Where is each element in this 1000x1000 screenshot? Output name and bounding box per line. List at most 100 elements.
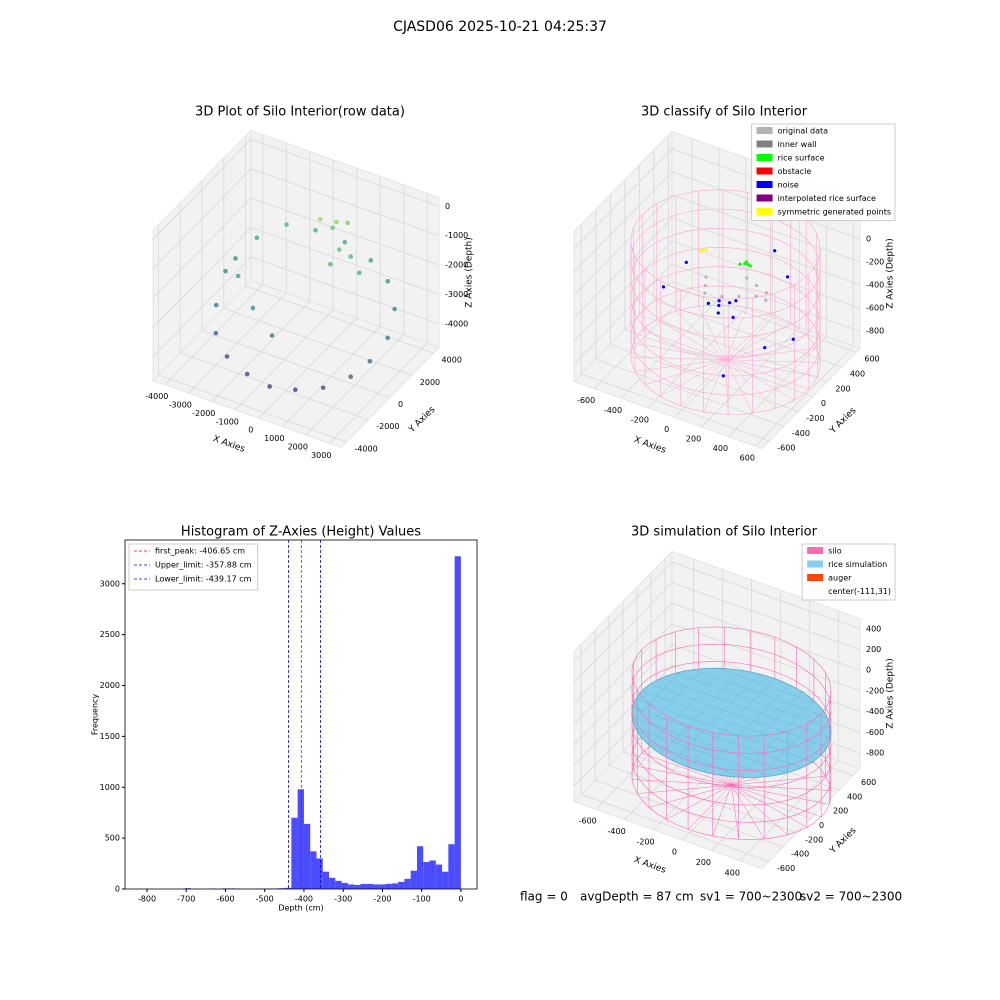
legend-label: inner wall [778,140,817,149]
bar [391,883,399,889]
legend-swatch [756,154,773,161]
bar [429,860,436,889]
legend: first_peak: -406.65 cm Upper_limit: -357.… [128,543,259,591]
x-tick-label: -200 [636,837,654,846]
grid-line [573,644,673,745]
legend-frame [128,543,259,591]
data-point [385,278,391,284]
data-point [763,345,767,350]
y-tick-label: -2000 [376,422,399,431]
legend-swatch [756,181,773,188]
y-tick-label: 0 [115,885,120,894]
chart-title: 3D Plot of Silo Interior(row data) [195,105,405,120]
silo-floor-line [725,307,748,360]
x-tick-label: -500 [256,895,274,904]
legend: original data inner wall rice surface obsta… [751,123,896,221]
silo-floor-line [680,359,726,406]
data-point [336,247,342,252]
silo-floor-line [725,359,818,377]
grid-line [245,285,434,354]
legend-label: rice simulation [828,560,887,569]
y-axis-label: Y Axies [407,405,438,436]
x-tick-label: 1000 [264,434,284,443]
z-tick-label: -2000 [445,261,468,270]
grid-line [573,561,673,663]
grid-line [668,284,857,353]
bar [423,862,430,889]
silo-floor-line [725,359,795,401]
grid-line [728,336,827,437]
grid-line [671,240,861,309]
data-point [235,273,241,279]
footer-text: sv1 = 700~2300 [700,890,802,904]
legend-swatch [807,547,824,554]
silo-floor-line [731,784,830,805]
grid-line [671,263,861,332]
grid-line [573,602,673,704]
grid-line [671,561,861,630]
silo-floor-line [731,784,788,835]
silo-floor-line [641,752,732,786]
legend-label: auger [828,574,852,583]
rice-mesh [703,684,790,773]
rice-mesh [650,683,828,748]
y-tick-label: 200 [833,807,848,816]
y-tick-label: 2000 [420,378,440,387]
bar [416,846,424,889]
x-tick-label: 0 [458,895,463,904]
x-tick-label: 200 [686,434,701,443]
data-point [773,249,777,253]
x-tick-label: -1000 [216,417,239,426]
data-point [785,275,790,279]
silo-floor-line [634,359,726,372]
bar [297,789,304,889]
grid-line [639,314,828,383]
y-tick-label: 0 [819,821,824,830]
silo-floor-line [725,359,821,363]
y-tick-label: 400 [847,792,862,801]
data-point [704,248,708,252]
bar [448,844,455,889]
z-axis-label: Z Axies (Depth) [465,237,475,308]
grid-line [573,623,673,725]
x-axis-label: X Axies [211,434,246,455]
silo-floor-line [637,784,732,794]
legend-label: obstacle [778,167,812,176]
x-tick-label: -3000 [169,401,192,410]
y-axis-label: Frequency [91,694,100,736]
silo-floor-line [632,779,732,786]
bar [442,871,449,889]
data-point [334,219,339,225]
data-point [345,220,350,226]
silo-floor-line [725,348,817,361]
grid-line [250,138,440,207]
grid-line [250,168,440,237]
data-point [293,387,298,392]
z-axis-label: Z Axies (Depth) [886,238,896,309]
silo-floor-line [642,329,726,361]
rice-mesh [720,691,803,776]
bar [341,882,348,889]
data-point [721,374,725,378]
grid-line [223,307,412,376]
data-point [233,256,238,261]
silo-floor-line [633,342,726,361]
silo-floor-line [675,310,726,360]
data-point [791,337,795,341]
silo-floor-line [725,359,776,409]
bar [322,871,330,889]
bar [454,556,461,889]
silo-floor-line [666,784,732,820]
grid-line [581,373,770,442]
legend-label: center(-111,31) [828,587,891,596]
silo-floor-line [687,784,732,830]
data-point [703,291,707,295]
legend-swatch [756,127,773,134]
y-tick-label: 0 [398,400,403,409]
rice-mesh [675,672,831,729]
x-tick-label: 400 [725,868,740,877]
legend-label: original data [778,127,829,136]
y-tick-label: 2500 [100,630,120,639]
data-point [684,260,688,264]
silo-floor-line [633,765,732,786]
